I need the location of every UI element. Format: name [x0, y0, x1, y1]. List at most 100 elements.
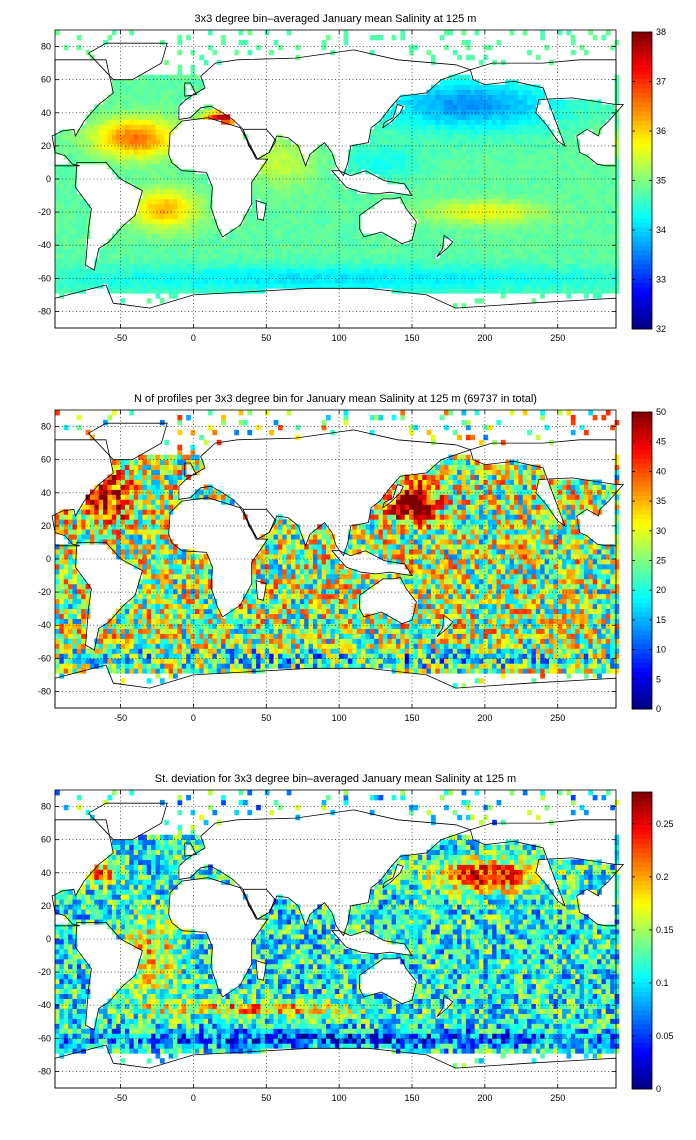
heatmap-cell — [55, 183, 60, 190]
heatmap-cell — [151, 643, 156, 649]
heatmap-cell — [133, 164, 139, 170]
heatmap-cell — [199, 253, 205, 259]
heatmap-cell — [194, 233, 200, 239]
heatmap-cell — [404, 139, 410, 145]
heatmap-cell — [566, 223, 572, 230]
heatmap-cell — [514, 134, 519, 140]
heatmap-cell — [343, 218, 349, 225]
heatmap-cell — [81, 213, 86, 220]
heatmap-cell — [487, 233, 493, 239]
heatmap-cell — [548, 283, 554, 289]
heatmap-cell — [378, 283, 384, 289]
heatmap-cell — [55, 149, 60, 155]
heatmap-cell — [614, 253, 620, 259]
heatmap-cell — [129, 278, 135, 284]
heatmap-cell — [557, 159, 563, 165]
heatmap-cell — [531, 653, 537, 659]
heatmap-cell — [483, 149, 489, 155]
heatmap-cell — [400, 99, 406, 105]
heatmap-cell — [500, 653, 506, 659]
heatmap-cell — [544, 203, 550, 210]
heatmap-cell — [579, 278, 585, 284]
heatmap-cell — [522, 129, 528, 135]
heatmap-cell — [124, 169, 130, 175]
heatmap-cell — [124, 663, 130, 669]
heatmap-cell — [129, 149, 135, 155]
heatmap-cell — [124, 233, 130, 239]
heatmap-cell — [514, 169, 519, 175]
heatmap-cell — [146, 263, 152, 269]
heatmap-cell — [579, 124, 585, 130]
heatmap-cell — [422, 233, 427, 239]
heatmap-cell — [286, 663, 292, 669]
heatmap-cell — [557, 663, 563, 669]
heatmap-cell — [111, 114, 117, 120]
heatmap-cell — [588, 278, 594, 284]
heatmap-cell — [435, 119, 441, 125]
heatmap-cell — [583, 653, 589, 659]
heatmap-cell — [374, 653, 379, 659]
heatmap-cell — [426, 253, 432, 259]
heatmap-cell — [470, 238, 476, 244]
heatmap-cell — [269, 159, 274, 165]
heatmap-cell — [369, 653, 375, 659]
heatmap-cell — [352, 218, 358, 225]
heatmap-cell — [509, 663, 515, 669]
heatmap-cell — [448, 248, 454, 254]
heatmap-cell — [339, 183, 344, 190]
heatmap-cell — [151, 263, 156, 269]
heatmap-cell — [260, 238, 266, 244]
heatmap-cell — [540, 228, 545, 235]
heatmap-cell — [391, 263, 397, 269]
heatmap-cell — [190, 74, 196, 81]
heatmap-cell — [173, 104, 178, 110]
heatmap-cell — [133, 114, 139, 120]
heatmap-cell — [605, 668, 611, 674]
heatmap-cell — [531, 179, 537, 185]
heatmap-cell — [168, 668, 174, 674]
heatmap-cell — [422, 273, 427, 279]
heatmap-cell — [168, 268, 174, 274]
heatmap-cell — [465, 89, 471, 95]
heatmap-cell — [286, 188, 292, 195]
heatmap-cell — [159, 149, 165, 155]
heatmap-cell — [605, 193, 611, 200]
heatmap-cell — [597, 263, 602, 269]
heatmap-cell — [81, 124, 86, 130]
heatmap-cell — [435, 174, 441, 180]
heatmap-cell — [116, 653, 121, 659]
heatmap-cell — [129, 94, 135, 100]
heatmap-cell — [500, 258, 506, 264]
heatmap-cell — [614, 648, 620, 654]
colorbar-tick-label: 34 — [656, 225, 666, 235]
heatmap-cell — [312, 283, 318, 289]
heatmap-cell — [326, 183, 331, 190]
heatmap-cell — [597, 253, 602, 259]
heatmap-cell — [159, 278, 165, 284]
heatmap-cell — [540, 193, 545, 200]
heatmap-cell — [382, 169, 388, 175]
heatmap-cell — [142, 193, 148, 200]
heatmap-cell — [225, 668, 231, 674]
heatmap-cell — [168, 263, 174, 269]
heatmap-cell — [457, 139, 462, 145]
heatmap-cell — [168, 653, 174, 659]
heatmap-cell — [605, 164, 611, 170]
heatmap-cell — [409, 104, 414, 110]
heatmap-cell — [138, 213, 143, 220]
heatmap-cell — [63, 179, 69, 185]
heatmap-cell — [527, 273, 532, 279]
heatmap-cell — [479, 213, 484, 220]
heatmap-cell — [326, 218, 331, 225]
heatmap-cell — [509, 653, 515, 659]
heatmap-cell — [138, 99, 143, 105]
heatmap-cell — [142, 134, 148, 140]
heatmap-cell — [186, 169, 191, 175]
heatmap-cell — [378, 238, 384, 244]
heatmap-cell — [312, 149, 318, 155]
heatmap-cell — [55, 268, 60, 274]
heatmap-cell — [190, 653, 196, 659]
heatmap-cell — [400, 174, 406, 180]
heatmap-cell — [592, 248, 598, 254]
heatmap-cell — [557, 30, 563, 36]
